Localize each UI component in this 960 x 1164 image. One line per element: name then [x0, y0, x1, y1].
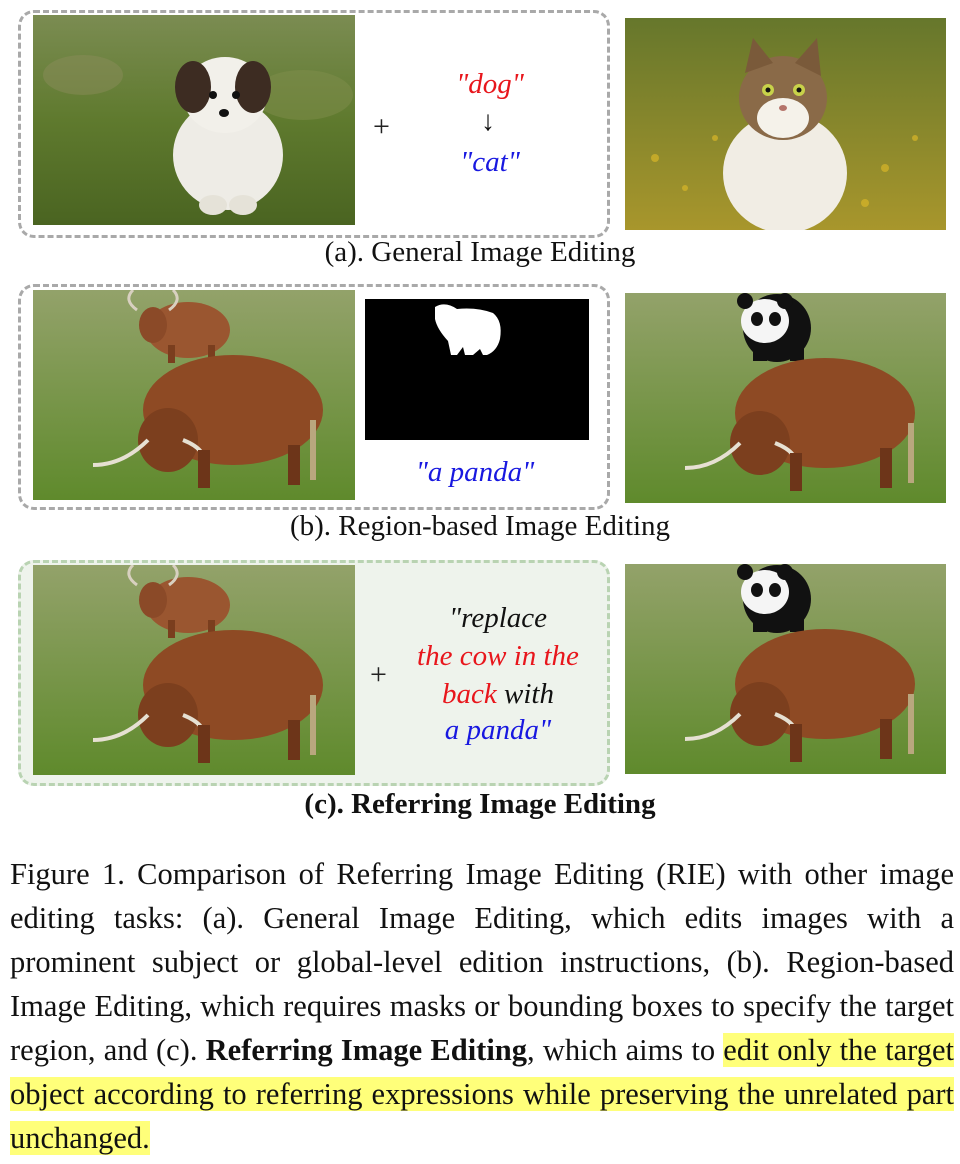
cow-photo-b	[33, 290, 355, 500]
cow-photo-c	[33, 565, 355, 775]
prompt-word-with: with	[496, 678, 554, 710]
prompt-line-1: "replace	[448, 602, 548, 634]
caption-a: (a). General Image Editing	[324, 236, 636, 268]
figure-caption-part1: Figure 1. Comparison of Referring Image …	[10, 857, 954, 1067]
figure-caption-part2: , which aims to	[527, 1033, 724, 1067]
panel-b-frame	[18, 284, 610, 510]
panel-a-frame	[18, 10, 610, 238]
figure-caption-bold: Referring Image Editing	[205, 1033, 528, 1067]
prompt-line-2: the cow in the	[417, 640, 579, 672]
plus-sign-c: +	[370, 658, 387, 691]
result-photo-b	[625, 293, 946, 503]
caption-b: (b). Region-based Image Editing	[289, 510, 671, 542]
prompt-word-back: back	[442, 678, 497, 710]
mask-image	[365, 299, 589, 440]
result-photo-c	[625, 564, 946, 774]
target-word-cat: "cat"	[460, 146, 520, 178]
source-word-dog: "dog"	[456, 68, 524, 100]
cat-photo	[625, 18, 946, 230]
figure-caption: Figure 1. Comparison of Referring Image …	[10, 852, 954, 1160]
dog-photo	[33, 15, 355, 225]
arrow-down-icon: ↓	[481, 106, 495, 137]
region-prompt: "a panda"	[415, 456, 535, 488]
prompt-line-4: a panda"	[444, 714, 552, 746]
prompt-line-3: back with	[398, 676, 598, 712]
caption-c: (c). Referring Image Editing	[304, 788, 656, 820]
plus-sign-a: +	[373, 110, 390, 143]
